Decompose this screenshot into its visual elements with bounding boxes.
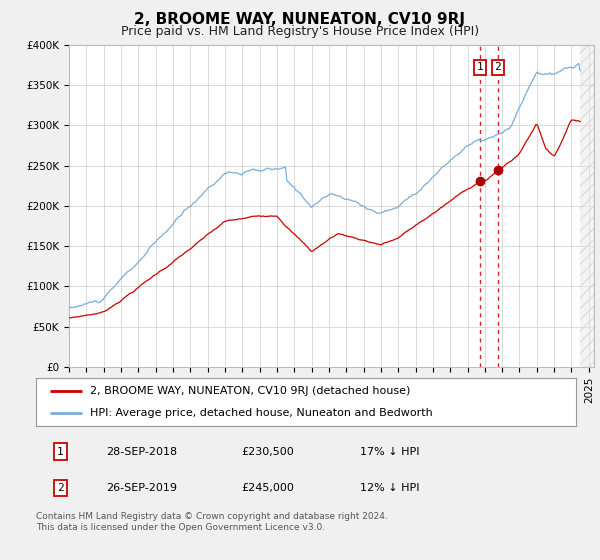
Text: 1: 1 [477, 62, 484, 72]
Text: Price paid vs. HM Land Registry's House Price Index (HPI): Price paid vs. HM Land Registry's House … [121, 25, 479, 38]
Text: 28-SEP-2018: 28-SEP-2018 [106, 447, 178, 456]
Bar [580, 45, 594, 367]
Text: £230,500: £230,500 [241, 447, 294, 456]
Text: 2: 2 [57, 483, 64, 493]
Text: 2: 2 [494, 62, 501, 72]
Text: Contains HM Land Registry data © Crown copyright and database right 2024.
This d: Contains HM Land Registry data © Crown c… [36, 512, 388, 532]
Text: HPI: Average price, detached house, Nuneaton and Bedworth: HPI: Average price, detached house, Nune… [90, 408, 433, 418]
Text: 12% ↓ HPI: 12% ↓ HPI [360, 483, 419, 493]
Text: 1: 1 [57, 447, 64, 456]
Text: 26-SEP-2019: 26-SEP-2019 [106, 483, 177, 493]
Text: £245,000: £245,000 [241, 483, 294, 493]
Text: 2, BROOME WAY, NUNEATON, CV10 9RJ: 2, BROOME WAY, NUNEATON, CV10 9RJ [134, 12, 466, 27]
Text: 17% ↓ HPI: 17% ↓ HPI [360, 447, 419, 456]
Text: 2, BROOME WAY, NUNEATON, CV10 9RJ (detached house): 2, BROOME WAY, NUNEATON, CV10 9RJ (detac… [90, 386, 410, 396]
